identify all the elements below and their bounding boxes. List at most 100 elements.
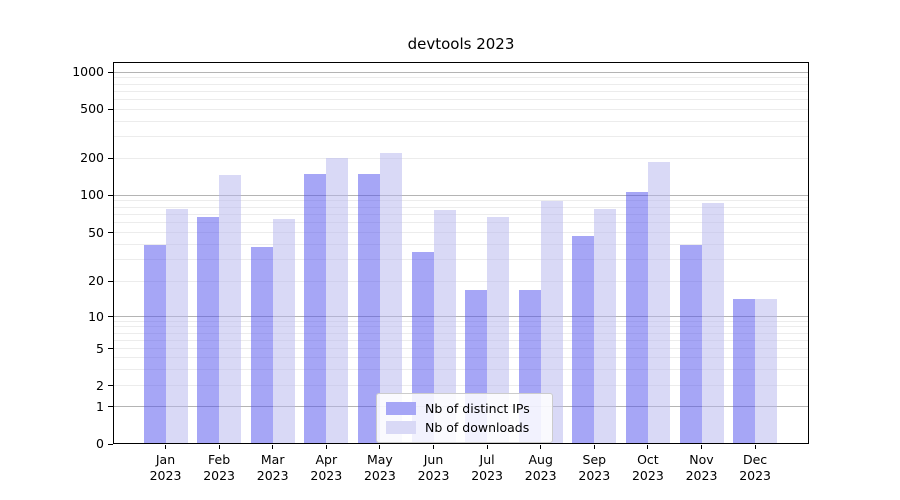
x-tick-label: Jul 2023 — [457, 452, 517, 483]
bar-ips-may — [357, 174, 380, 444]
x-tick-label: Nov 2023 — [672, 452, 732, 483]
y-tick-label: 50 — [88, 224, 104, 240]
gridline-minor — [114, 326, 808, 328]
legend: Nb of distinct IPs Nb of downloads — [376, 393, 553, 443]
x-tick-mark — [647, 445, 649, 449]
x-tick-month: Jul — [479, 452, 495, 467]
x-tick-year: 2023 — [578, 467, 611, 483]
y-tick-mark — [108, 157, 113, 159]
y-tick-label: 5 — [96, 340, 104, 356]
x-tick-month: Jan — [155, 452, 176, 467]
bar-downloads-mar — [272, 218, 295, 444]
x-tick-label: May 2023 — [350, 452, 410, 483]
y-tick-mark — [108, 71, 113, 73]
y-tick-label: 20 — [88, 273, 104, 289]
x-tick-month: Sep — [582, 452, 607, 467]
gridline-minor — [114, 332, 808, 334]
bar-downloads-feb — [219, 175, 242, 444]
bar-downloads-aug — [540, 200, 563, 444]
x-tick-month: Aug — [528, 452, 553, 467]
bar-ips-dec — [733, 299, 756, 444]
gridline-minor — [114, 206, 808, 208]
y-tick-mark — [108, 108, 113, 110]
bar-downloads-may — [379, 153, 402, 444]
bar-downloads-jun — [433, 210, 456, 444]
legend-swatch-distinct-ips — [386, 402, 416, 415]
bar-ips-nov — [679, 244, 702, 444]
gridline-minor — [114, 280, 808, 282]
gridline-minor — [114, 120, 808, 122]
bar-ips-apr — [304, 174, 327, 444]
gridline-minor — [114, 77, 808, 79]
x-tick-label: Oct 2023 — [618, 452, 678, 483]
gridline-minor — [114, 99, 808, 101]
bar-downloads-nov — [701, 202, 724, 444]
x-tick-label: Aug 2023 — [511, 452, 571, 483]
y-tick-label: 100 — [80, 187, 104, 203]
legend-swatch-downloads — [386, 421, 416, 434]
legend-label-downloads: Nb of downloads — [425, 420, 530, 435]
legend-item-downloads: Nb of downloads — [386, 418, 543, 437]
x-tick-year: 2023 — [256, 467, 289, 483]
x-tick-year: 2023 — [631, 467, 664, 483]
bar-downloads-jul — [487, 216, 510, 444]
x-tick-label: Dec 2023 — [725, 452, 785, 483]
y-tick-mark — [108, 316, 113, 317]
x-tick-label: Jan 2023 — [136, 452, 196, 483]
gridline-minor — [114, 214, 808, 216]
y-tick-mark — [108, 280, 113, 282]
x-tick-year: 2023 — [739, 467, 771, 483]
x-tick-mark — [218, 445, 220, 449]
x-tick-label: Jun 2023 — [404, 452, 464, 483]
gridline-major — [114, 194, 808, 196]
gridline-minor — [114, 157, 808, 159]
y-tick-mark — [108, 443, 113, 445]
gridline-minor — [114, 357, 808, 359]
y-tick-mark — [108, 385, 113, 387]
x-tick-year: 2023 — [363, 467, 396, 483]
gridline-minor — [114, 200, 808, 202]
x-tick-label: Feb 2023 — [189, 452, 249, 483]
bar-downloads-apr — [326, 158, 349, 444]
x-tick-mark — [379, 445, 381, 449]
x-tick-mark — [325, 445, 327, 449]
x-tick-mark — [540, 445, 542, 449]
x-tick-label: Sep 2023 — [564, 452, 624, 483]
x-tick-year: 2023 — [524, 467, 557, 483]
gridline-minor — [114, 348, 808, 350]
y-tick-mark — [108, 232, 113, 234]
gridline-minor — [114, 320, 808, 322]
bar-downloads-oct — [647, 161, 670, 444]
x-tick-month: Dec — [742, 452, 768, 467]
x-tick-mark — [593, 445, 595, 449]
x-tick-month: Jun — [423, 452, 444, 467]
x-tick-month: Nov — [689, 452, 714, 467]
gridline-minor — [114, 368, 808, 370]
bar-ips-feb — [197, 216, 220, 444]
gridline-major — [114, 316, 808, 317]
x-tick-mark — [754, 445, 756, 449]
legend-item-distinct-ips: Nb of distinct IPs — [386, 399, 543, 418]
x-tick-label: Mar 2023 — [243, 452, 303, 483]
y-tick-label: 1000 — [72, 64, 104, 80]
x-tick-year: 2023 — [149, 467, 182, 483]
x-tick-month: Feb — [208, 452, 231, 467]
gridline-minor — [114, 385, 808, 387]
y-tick-mark — [108, 194, 113, 196]
x-tick-month: Apr — [315, 452, 338, 467]
chart-title: devtools 2023 — [407, 35, 515, 53]
y-tick-label: 2 — [96, 377, 104, 393]
y-tick-label: 500 — [80, 101, 104, 117]
gridline-minor — [114, 259, 808, 261]
y-tick-label: 200 — [80, 150, 104, 166]
y-tick-mark — [108, 348, 113, 350]
y-tick-mark — [108, 406, 113, 408]
gridline-minor — [114, 136, 808, 138]
bar-ips-jan — [143, 244, 166, 444]
y-tick-label: 10 — [88, 308, 104, 324]
gridline-minor — [114, 222, 808, 224]
bar-ips-oct — [625, 191, 648, 444]
bar-ips-sep — [572, 235, 595, 444]
y-tick-label: 1 — [96, 398, 104, 414]
